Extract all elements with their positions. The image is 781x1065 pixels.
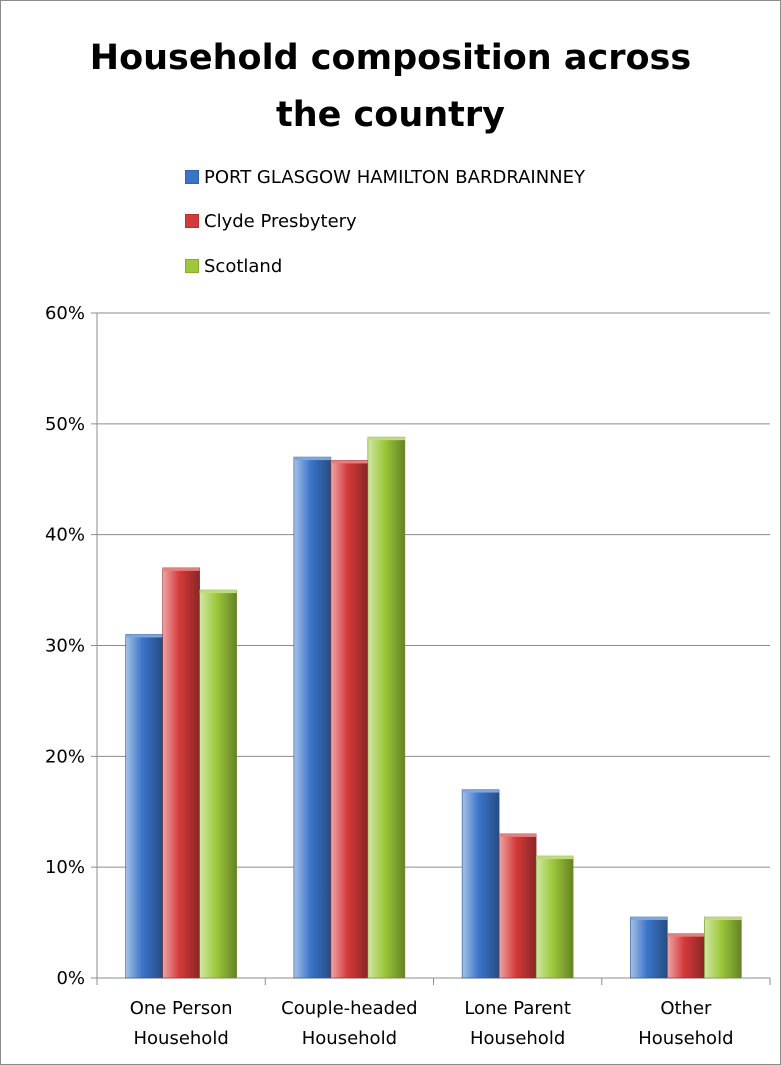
bar-top bbox=[199, 590, 237, 594]
bar-top bbox=[293, 457, 331, 461]
x-tick-label: Lone Parent bbox=[464, 998, 571, 1019]
bar-top bbox=[499, 833, 537, 837]
x-tick-label: Other bbox=[660, 998, 712, 1019]
bar bbox=[162, 567, 200, 979]
y-tick-label: 50% bbox=[45, 414, 85, 435]
y-tick-label: 0% bbox=[56, 968, 85, 989]
bar bbox=[293, 456, 332, 979]
x-tick-label: Household bbox=[470, 1028, 565, 1049]
legend-item-scotland: Scotland bbox=[185, 254, 282, 278]
bar bbox=[704, 916, 742, 979]
chart-title-line-1: Household composition across bbox=[89, 38, 692, 78]
legend-item-clyde-presbytery: Clyde Presbytery bbox=[185, 209, 357, 233]
legend-label-scotland: Scotland bbox=[204, 255, 283, 277]
y-tick-label: 30% bbox=[45, 636, 85, 657]
bar-top bbox=[667, 933, 705, 937]
bar bbox=[367, 436, 406, 979]
bar-top bbox=[630, 917, 668, 921]
x-tick-label: Household bbox=[302, 1028, 397, 1049]
x-tick-label: Household bbox=[133, 1028, 228, 1049]
bar-top bbox=[462, 789, 500, 793]
bar bbox=[330, 460, 369, 979]
bar bbox=[535, 855, 574, 979]
legend-swatch-scotland bbox=[185, 259, 199, 273]
chart-title-line-2: the country bbox=[275, 95, 505, 135]
y-tick-label: 40% bbox=[45, 525, 85, 546]
legend-label-clyde-presbytery: Clyde Presbytery bbox=[204, 210, 357, 232]
y-tick-label: 60% bbox=[45, 303, 85, 324]
bar bbox=[498, 833, 537, 979]
legend-label-port-glasgow: PORT GLASGOW HAMILTON BARDRAINNEY bbox=[204, 166, 586, 188]
bar-top bbox=[704, 917, 742, 921]
legend-swatch-clyde-presbytery bbox=[185, 214, 199, 228]
bar bbox=[199, 589, 237, 979]
legend-item-port-glasgow: PORT GLASGOW HAMILTON BARDRAINNEY bbox=[185, 165, 585, 189]
legend-swatch-port-glasgow bbox=[185, 170, 199, 184]
bar-top bbox=[536, 856, 574, 860]
bar bbox=[125, 634, 163, 979]
y-tick-label: 10% bbox=[45, 857, 85, 878]
bar bbox=[630, 916, 668, 979]
x-tick-label: One Person bbox=[130, 998, 233, 1019]
bar bbox=[667, 933, 705, 979]
bar-top bbox=[162, 567, 200, 571]
bar bbox=[461, 789, 500, 979]
x-tick-label: Couple-headed bbox=[281, 998, 417, 1019]
bar-top bbox=[125, 634, 163, 638]
bar-top bbox=[330, 460, 368, 464]
bar-top bbox=[367, 437, 405, 441]
y-tick-label: 20% bbox=[45, 746, 85, 767]
x-tick-label: Household bbox=[638, 1028, 733, 1049]
chart-title: Household composition across the country bbox=[0, 30, 781, 144]
